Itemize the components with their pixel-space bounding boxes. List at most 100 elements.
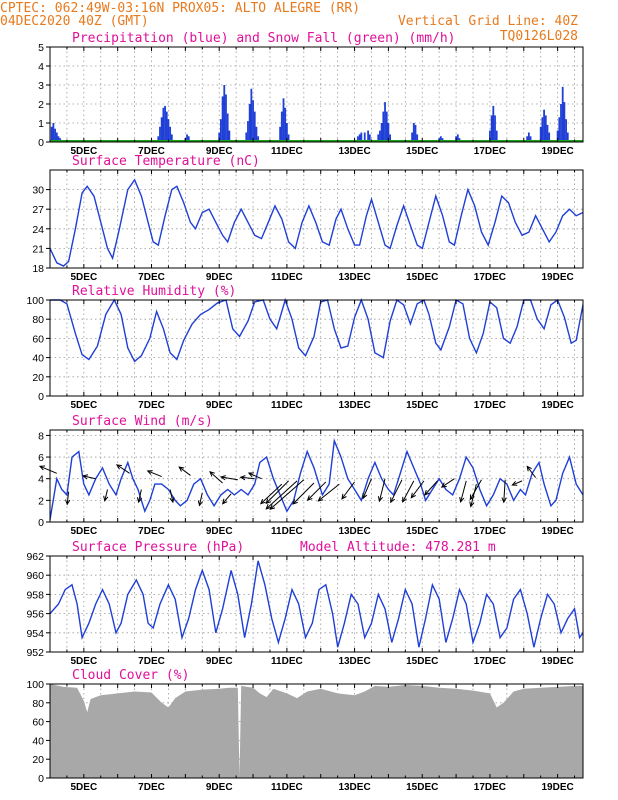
- precip-bar: [546, 124, 549, 142]
- rh-xtick-label: 15DEC: [406, 400, 438, 411]
- press-xtick-label: 17DEC: [474, 656, 506, 667]
- precip-bar: [218, 132, 221, 142]
- press-xtick-label: 9DEC: [206, 656, 233, 667]
- precip-bar: [566, 132, 569, 142]
- wind-arrow-shaft: [410, 480, 425, 498]
- precip-bar: [363, 132, 366, 142]
- press-grid: [50, 556, 583, 652]
- precip-bar: [160, 117, 163, 142]
- wind-arrow-shaft: [265, 480, 298, 510]
- wind-arrow-shaft: [402, 480, 415, 503]
- wind-arrow-shaft: [240, 476, 255, 480]
- temp-xtick-label: 19DEC: [541, 272, 573, 283]
- wind-arrow-shaft: [220, 476, 238, 481]
- wind-arrow-head: [526, 465, 532, 472]
- precip-bar: [414, 124, 417, 142]
- wind-xtick-label: 5DEC: [70, 526, 97, 537]
- precip-bar: [219, 119, 222, 142]
- wind-arrow-shaft: [469, 479, 482, 500]
- wind-vectors: [38, 464, 537, 510]
- press-line: [49, 560, 584, 648]
- cloud-ytick-label: 80: [32, 698, 44, 710]
- temp-ytick-label: 18: [32, 263, 44, 275]
- wind-arrow-shaft: [265, 480, 289, 504]
- precip-bar: [257, 136, 260, 142]
- cloud-xtick-label: 17DEC: [474, 782, 506, 793]
- precip-bar: [279, 126, 282, 142]
- wind-arrow-head: [169, 497, 175, 504]
- rh-ytick-label: 0: [38, 391, 44, 403]
- precip-bar: [187, 136, 190, 142]
- precip-bar: [494, 115, 496, 142]
- wind-arrow-shaft: [178, 466, 191, 476]
- wind-arrow-shaft: [318, 483, 340, 502]
- press-ytick-label: 952: [26, 647, 44, 659]
- wind-arrow-shaft: [470, 483, 477, 507]
- rh-xtick-label: 9DEC: [206, 400, 233, 411]
- precip-bar: [529, 136, 532, 142]
- precip-bar: [252, 100, 254, 142]
- wind-arrow-head: [424, 489, 430, 496]
- precip-bar: [385, 111, 388, 142]
- wind-arrow-shaft: [116, 464, 130, 474]
- cloud-ytick-label: 20: [32, 754, 44, 766]
- wind-arrow-head: [136, 497, 143, 504]
- rh-frame: [49, 299, 584, 397]
- precip-bar: [221, 96, 224, 142]
- temp-line: [49, 178, 584, 267]
- wind-arrow-shaft: [341, 481, 355, 500]
- temp-ytick-label: 27: [32, 204, 44, 216]
- wind-arrow-head: [390, 497, 396, 504]
- precip-bar: [225, 94, 227, 142]
- precip-bar: [387, 123, 390, 142]
- wind-title: Surface Wind (m/s): [72, 414, 213, 429]
- precip-bar: [560, 104, 562, 142]
- wind-arrow-head: [317, 496, 324, 502]
- precip-bar: [526, 136, 529, 142]
- rh-xtick-label: 19DEC: [541, 400, 573, 411]
- precip-title: Precipitation (blue) and Snow Fall (gree…: [72, 31, 456, 46]
- wind-arrow-shaft: [104, 489, 109, 501]
- wind-arrow-shaft: [512, 480, 523, 486]
- wind-arrow-shaft: [503, 479, 506, 503]
- wind-arrow-shaft: [198, 492, 203, 506]
- temp-xtick-label: 7DEC: [138, 272, 165, 283]
- precip-ytick-label: 5: [38, 42, 44, 54]
- panels: Precipitation (blue) and Snow Fall (gree…: [26, 31, 584, 793]
- precip-bar: [226, 113, 229, 142]
- precip-bar: [255, 126, 258, 142]
- cloud-ytick-label: 40: [32, 735, 44, 747]
- wind-arrow-shaft: [378, 478, 386, 502]
- wind-arrow-shaft: [169, 489, 174, 503]
- wind-arrow-head: [469, 494, 475, 501]
- precip-bar: [357, 136, 359, 142]
- cloud-xtick-label: 7DEC: [138, 782, 165, 793]
- rh-panel: Relative Humidity (%) 0 20 40 60 80 100 5DEC 7DE…: [26, 284, 584, 411]
- wind-arrow-head: [197, 500, 203, 507]
- header-line1: CPTEC: 062:49W-03:16N PROX05: ALTO ALEGR…: [0, 1, 360, 16]
- wind-arrow-head: [440, 482, 447, 488]
- precip-bar: [382, 111, 385, 142]
- precip-bar: [228, 130, 231, 142]
- rh-ytick-label: 100: [26, 295, 44, 307]
- rh-xtick-label: 5DEC: [70, 400, 97, 411]
- precip-bar: [250, 88, 253, 142]
- cloud-area: [50, 684, 583, 778]
- precip-xtick-label: 19DEC: [541, 146, 573, 157]
- cloud-xtick-label: 9DEC: [206, 782, 233, 793]
- wind-ytick-label: 6: [38, 452, 44, 464]
- rh-xtick-label: 7DEC: [138, 400, 165, 411]
- press-ytick-label: 962: [26, 551, 44, 563]
- precip-bar: [489, 130, 491, 142]
- precip-ytick-label: 1: [38, 118, 44, 130]
- press-xtick-label: 5DEC: [70, 656, 97, 667]
- precip-bar: [170, 134, 173, 142]
- wind-arrow-shaft: [147, 470, 162, 478]
- press-xtick-label: 19DEC: [541, 656, 573, 667]
- cloud-xtick-label: 15DEC: [406, 782, 438, 793]
- temp-grid: [50, 170, 583, 268]
- wind-arrow-head: [259, 498, 266, 505]
- press-panel: Surface Pressure (hPa) Model Altitude: 47…: [26, 540, 584, 667]
- rh-title: Relative Humidity (%): [72, 284, 236, 299]
- precip-bar: [358, 134, 361, 142]
